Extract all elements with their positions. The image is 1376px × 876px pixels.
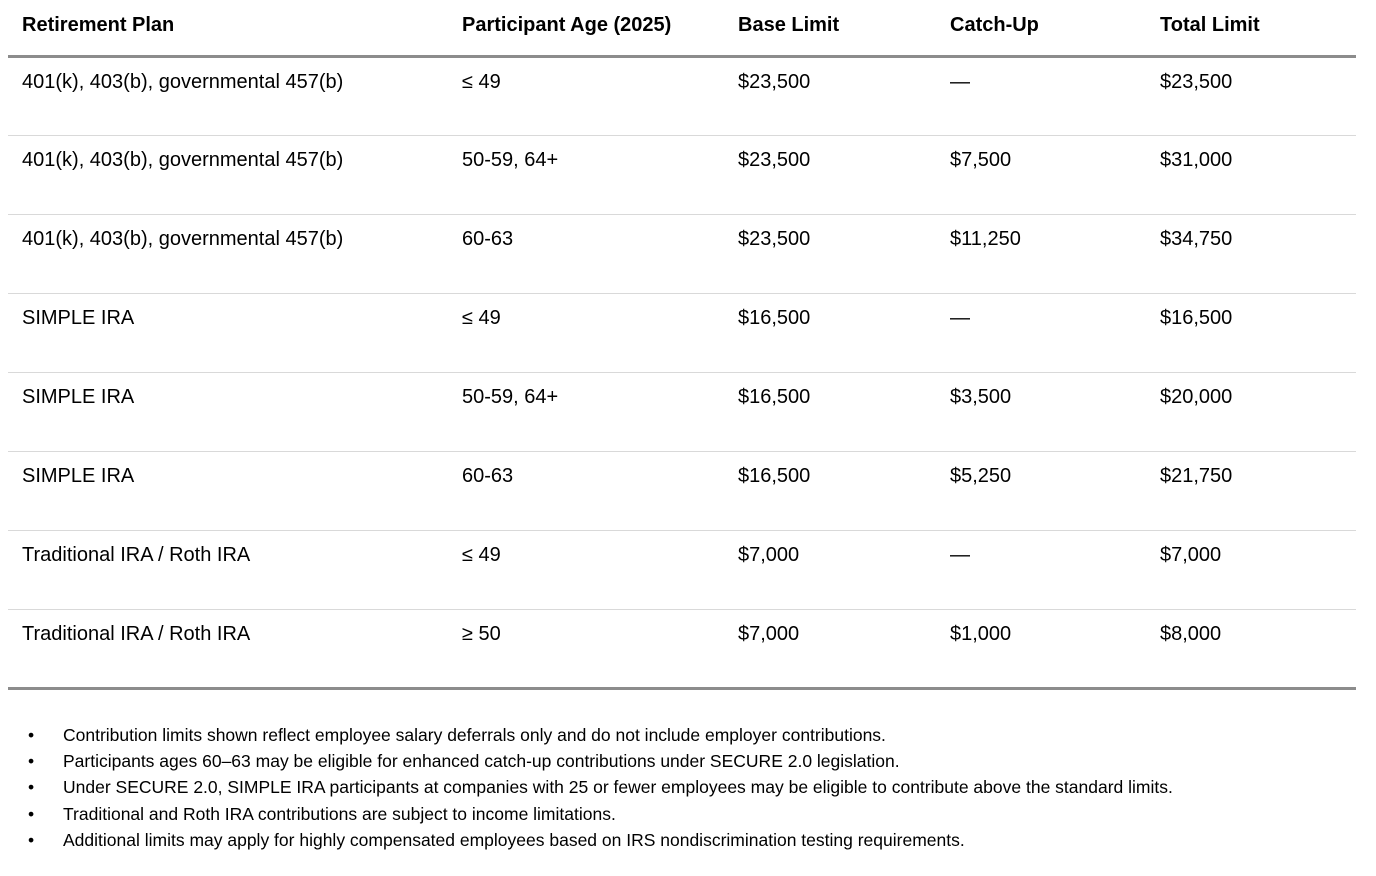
note-text: Additional limits may apply for highly c… xyxy=(63,830,965,851)
note-item: • Contribution limits shown reflect emplo… xyxy=(0,722,1376,748)
table-cell: ≤ 49 xyxy=(448,530,724,610)
note-item: • Traditional and Roth IRA contributions … xyxy=(0,801,1376,827)
table-cell: 401(k), 403(b), governmental 457(b) xyxy=(8,56,448,136)
bullet-icon: • xyxy=(28,830,35,851)
table-cell: 60-63 xyxy=(448,451,724,531)
table-cell: $7,000 xyxy=(1146,530,1356,610)
bullet-icon: • xyxy=(28,777,35,798)
table-row: Traditional IRA / Roth IRA ≤ 49 $7,000— $7,… xyxy=(8,530,1356,610)
table-cell: $31,000 xyxy=(1146,135,1356,215)
table-row: Traditional IRA / Roth IRA ≥ 50 $7,000 $1,0… xyxy=(8,609,1356,690)
note-text: Participants ages 60–63 may be eligible … xyxy=(63,750,900,771)
table-cell: 401(k), 403(b), governmental 457(b) xyxy=(8,135,448,215)
table-cell: 60-63 xyxy=(448,214,724,294)
table-row: 401(k), 403(b), governmental 457(b) 60-63… xyxy=(8,214,1356,294)
table-cell: Traditional IRA / Roth IRA xyxy=(8,609,448,690)
table-cell: ≤ 49 xyxy=(448,293,724,373)
table-cell: $23,500 xyxy=(1146,56,1356,136)
table-cell: $7,000 xyxy=(724,609,936,690)
table-row: 401(k), 403(b), governmental 457(b) ≤ 49 $… xyxy=(8,56,1356,136)
table-cell: $16,500 xyxy=(724,293,936,373)
table-cell: $5,250 xyxy=(936,451,1146,531)
table-cell: $11,250 xyxy=(936,214,1146,294)
bullet-icon: • xyxy=(28,724,35,745)
table-cell: $8,000 xyxy=(1146,609,1356,690)
table-cell: SIMPLE IRA xyxy=(8,293,448,373)
table-cell: $7,000 xyxy=(724,530,936,610)
note-text: Traditional and Roth IRA contributions a… xyxy=(63,803,616,824)
note-item: • Additional limits may apply for highly … xyxy=(0,827,1376,853)
table-cell: $20,000 xyxy=(1146,372,1356,452)
table-cell: $23,500 xyxy=(724,135,936,215)
table-row: 401(k), 403(b), governmental 457(b) 50-59… xyxy=(8,135,1356,215)
table-cell: — xyxy=(936,530,1146,610)
table-cell: — xyxy=(936,293,1146,373)
table-cell: $16,500 xyxy=(724,451,936,531)
column-header: Participant Age (2025) xyxy=(448,0,724,58)
table-cell: $1,000 xyxy=(936,609,1146,690)
table-body: 401(k), 403(b), governmental 457(b) ≤ 49 $… xyxy=(8,56,1356,690)
notes-list: • Contribution limits shown reflect emplo… xyxy=(0,722,1376,854)
table-cell: $16,500 xyxy=(1146,293,1356,373)
table-header-row: Retirement Plan Participant Age (2025) Bas… xyxy=(8,0,1356,58)
table-row: SIMPLE IRA ≤ 49 $16,500— $16,500 xyxy=(8,293,1356,373)
column-header: Total Limit xyxy=(1146,0,1356,58)
note-text: Under SECURE 2.0, SIMPLE IRA participant… xyxy=(63,777,1173,798)
table-cell: 50-59, 64+ xyxy=(448,135,724,215)
table-cell: ≤ 49 xyxy=(448,56,724,136)
column-header: Retirement Plan xyxy=(8,0,448,58)
note-item: • Under SECURE 2.0, SIMPLE IRA participan… xyxy=(0,774,1376,800)
table-cell: Traditional IRA / Roth IRA xyxy=(8,530,448,610)
table-cell: SIMPLE IRA xyxy=(8,451,448,531)
table-cell: $21,750 xyxy=(1146,451,1356,531)
table-cell: 401(k), 403(b), governmental 457(b) xyxy=(8,214,448,294)
table-cell: $3,500 xyxy=(936,372,1146,452)
table-cell: 50-59, 64+ xyxy=(448,372,724,452)
note-text: Contribution limits shown reflect employ… xyxy=(63,724,886,745)
table-cell: $7,500 xyxy=(936,135,1146,215)
table-row: SIMPLE IRA 50-59, 64+ $16,500 $3,500 $20,000 xyxy=(8,372,1356,452)
table-cell: $34,750 xyxy=(1146,214,1356,294)
bullet-icon: • xyxy=(28,750,35,771)
note-item: • Participants ages 60–63 may be eligible… xyxy=(0,748,1376,774)
table-cell: — xyxy=(936,56,1146,136)
column-header: Base Limit xyxy=(724,0,936,58)
table-cell: SIMPLE IRA xyxy=(8,372,448,452)
table-row: SIMPLE IRA 60-63 $16,500 $5,250 $21,750 xyxy=(8,451,1356,531)
contribution-limits-table: Retirement Plan Participant Age (2025) Bas… xyxy=(8,0,1356,690)
table-cell: $16,500 xyxy=(724,372,936,452)
table-cell: $23,500 xyxy=(724,56,936,136)
table-cell: ≥ 50 xyxy=(448,609,724,690)
column-header: Catch-Up xyxy=(936,0,1146,58)
table-cell: $23,500 xyxy=(724,214,936,294)
bullet-icon: • xyxy=(28,803,35,824)
